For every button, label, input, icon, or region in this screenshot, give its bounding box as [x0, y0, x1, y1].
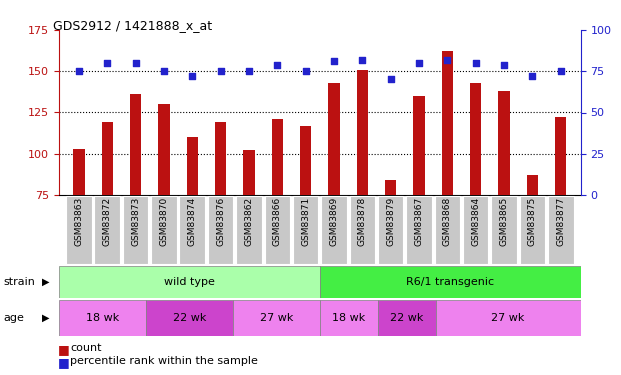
Text: GSM83862: GSM83862 — [245, 197, 253, 246]
Bar — [435, 196, 460, 264]
Bar — [350, 196, 375, 264]
Bar — [208, 196, 233, 264]
Point — [74, 68, 84, 74]
Bar — [442, 51, 453, 195]
Bar — [123, 196, 148, 264]
Text: GSM83866: GSM83866 — [273, 197, 282, 246]
Text: 18 wk: 18 wk — [86, 313, 119, 323]
Bar — [520, 196, 545, 264]
Text: percentile rank within the sample: percentile rank within the sample — [70, 356, 258, 366]
Bar — [406, 196, 432, 264]
Bar — [293, 196, 319, 264]
Bar — [527, 175, 538, 195]
Bar — [59, 300, 146, 336]
Bar — [236, 196, 261, 264]
Point — [188, 73, 197, 79]
Text: GSM83864: GSM83864 — [471, 197, 480, 246]
Bar — [146, 300, 233, 336]
Bar — [320, 300, 378, 336]
Text: 22 wk: 22 wk — [173, 313, 206, 323]
Bar — [385, 180, 396, 195]
Point — [357, 57, 367, 63]
Bar — [233, 300, 320, 336]
Text: ▶: ▶ — [42, 313, 50, 322]
Bar — [356, 70, 368, 195]
Point — [301, 68, 310, 74]
Bar — [470, 83, 481, 195]
Text: GSM83874: GSM83874 — [188, 197, 197, 246]
Bar — [378, 196, 404, 264]
Text: GDS2912 / 1421888_x_at: GDS2912 / 1421888_x_at — [53, 19, 212, 32]
Bar — [436, 300, 581, 336]
Text: GSM83879: GSM83879 — [386, 197, 395, 246]
Text: 27 wk: 27 wk — [491, 313, 525, 323]
Bar — [300, 126, 311, 195]
Text: ▶: ▶ — [42, 277, 50, 287]
Bar — [265, 196, 290, 264]
Text: 27 wk: 27 wk — [260, 313, 293, 323]
Bar — [271, 119, 283, 195]
Bar — [378, 300, 436, 336]
Text: GSM83871: GSM83871 — [301, 197, 310, 246]
Point — [159, 68, 169, 74]
Bar — [73, 149, 84, 195]
Point — [414, 60, 424, 66]
Bar — [158, 104, 170, 195]
Text: count: count — [70, 343, 102, 353]
Point — [499, 62, 509, 68]
Bar — [59, 266, 320, 298]
Point — [527, 73, 537, 79]
Point — [329, 58, 339, 64]
Point — [215, 68, 225, 74]
Text: age: age — [3, 313, 24, 322]
Bar — [548, 196, 574, 264]
Text: R6/1 transgenic: R6/1 transgenic — [406, 277, 494, 287]
Bar — [151, 196, 176, 264]
Text: GSM83867: GSM83867 — [415, 197, 424, 246]
Point — [386, 76, 396, 82]
Text: GSM83865: GSM83865 — [499, 197, 509, 246]
Bar — [320, 266, 581, 298]
Bar — [186, 137, 198, 195]
Text: GSM83872: GSM83872 — [102, 197, 112, 246]
Text: ■: ■ — [58, 343, 70, 356]
Bar — [215, 122, 226, 195]
Bar — [555, 117, 566, 195]
Text: GSM83876: GSM83876 — [216, 197, 225, 246]
Bar — [101, 122, 113, 195]
Bar — [499, 91, 510, 195]
Point — [244, 68, 254, 74]
Text: GSM83875: GSM83875 — [528, 197, 537, 246]
Text: GSM83869: GSM83869 — [330, 197, 338, 246]
Point — [471, 60, 481, 66]
Point — [273, 62, 283, 68]
Point — [442, 57, 452, 63]
Point — [130, 60, 140, 66]
Text: GSM83868: GSM83868 — [443, 197, 452, 246]
Text: GSM83878: GSM83878 — [358, 197, 367, 246]
Text: GSM83870: GSM83870 — [160, 197, 168, 246]
Bar — [94, 196, 120, 264]
Bar — [66, 196, 92, 264]
Bar — [243, 150, 255, 195]
Text: ■: ■ — [58, 356, 70, 369]
Bar — [179, 196, 205, 264]
Text: wild type: wild type — [164, 277, 215, 287]
Bar — [414, 96, 425, 195]
Point — [102, 60, 112, 66]
Text: GSM83873: GSM83873 — [131, 197, 140, 246]
Text: strain: strain — [3, 277, 35, 287]
Bar — [463, 196, 489, 264]
Text: GSM83877: GSM83877 — [556, 197, 565, 246]
Text: GSM83863: GSM83863 — [75, 197, 83, 246]
Bar — [491, 196, 517, 264]
Point — [556, 68, 566, 74]
Text: 22 wk: 22 wk — [390, 313, 424, 323]
Text: 18 wk: 18 wk — [332, 313, 365, 323]
Bar — [329, 83, 340, 195]
Bar — [321, 196, 347, 264]
Bar — [130, 94, 141, 195]
